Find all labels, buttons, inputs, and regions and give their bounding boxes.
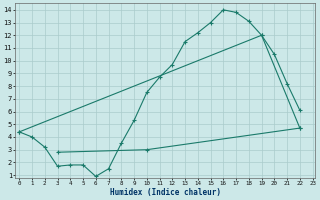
- X-axis label: Humidex (Indice chaleur): Humidex (Indice chaleur): [110, 188, 221, 197]
